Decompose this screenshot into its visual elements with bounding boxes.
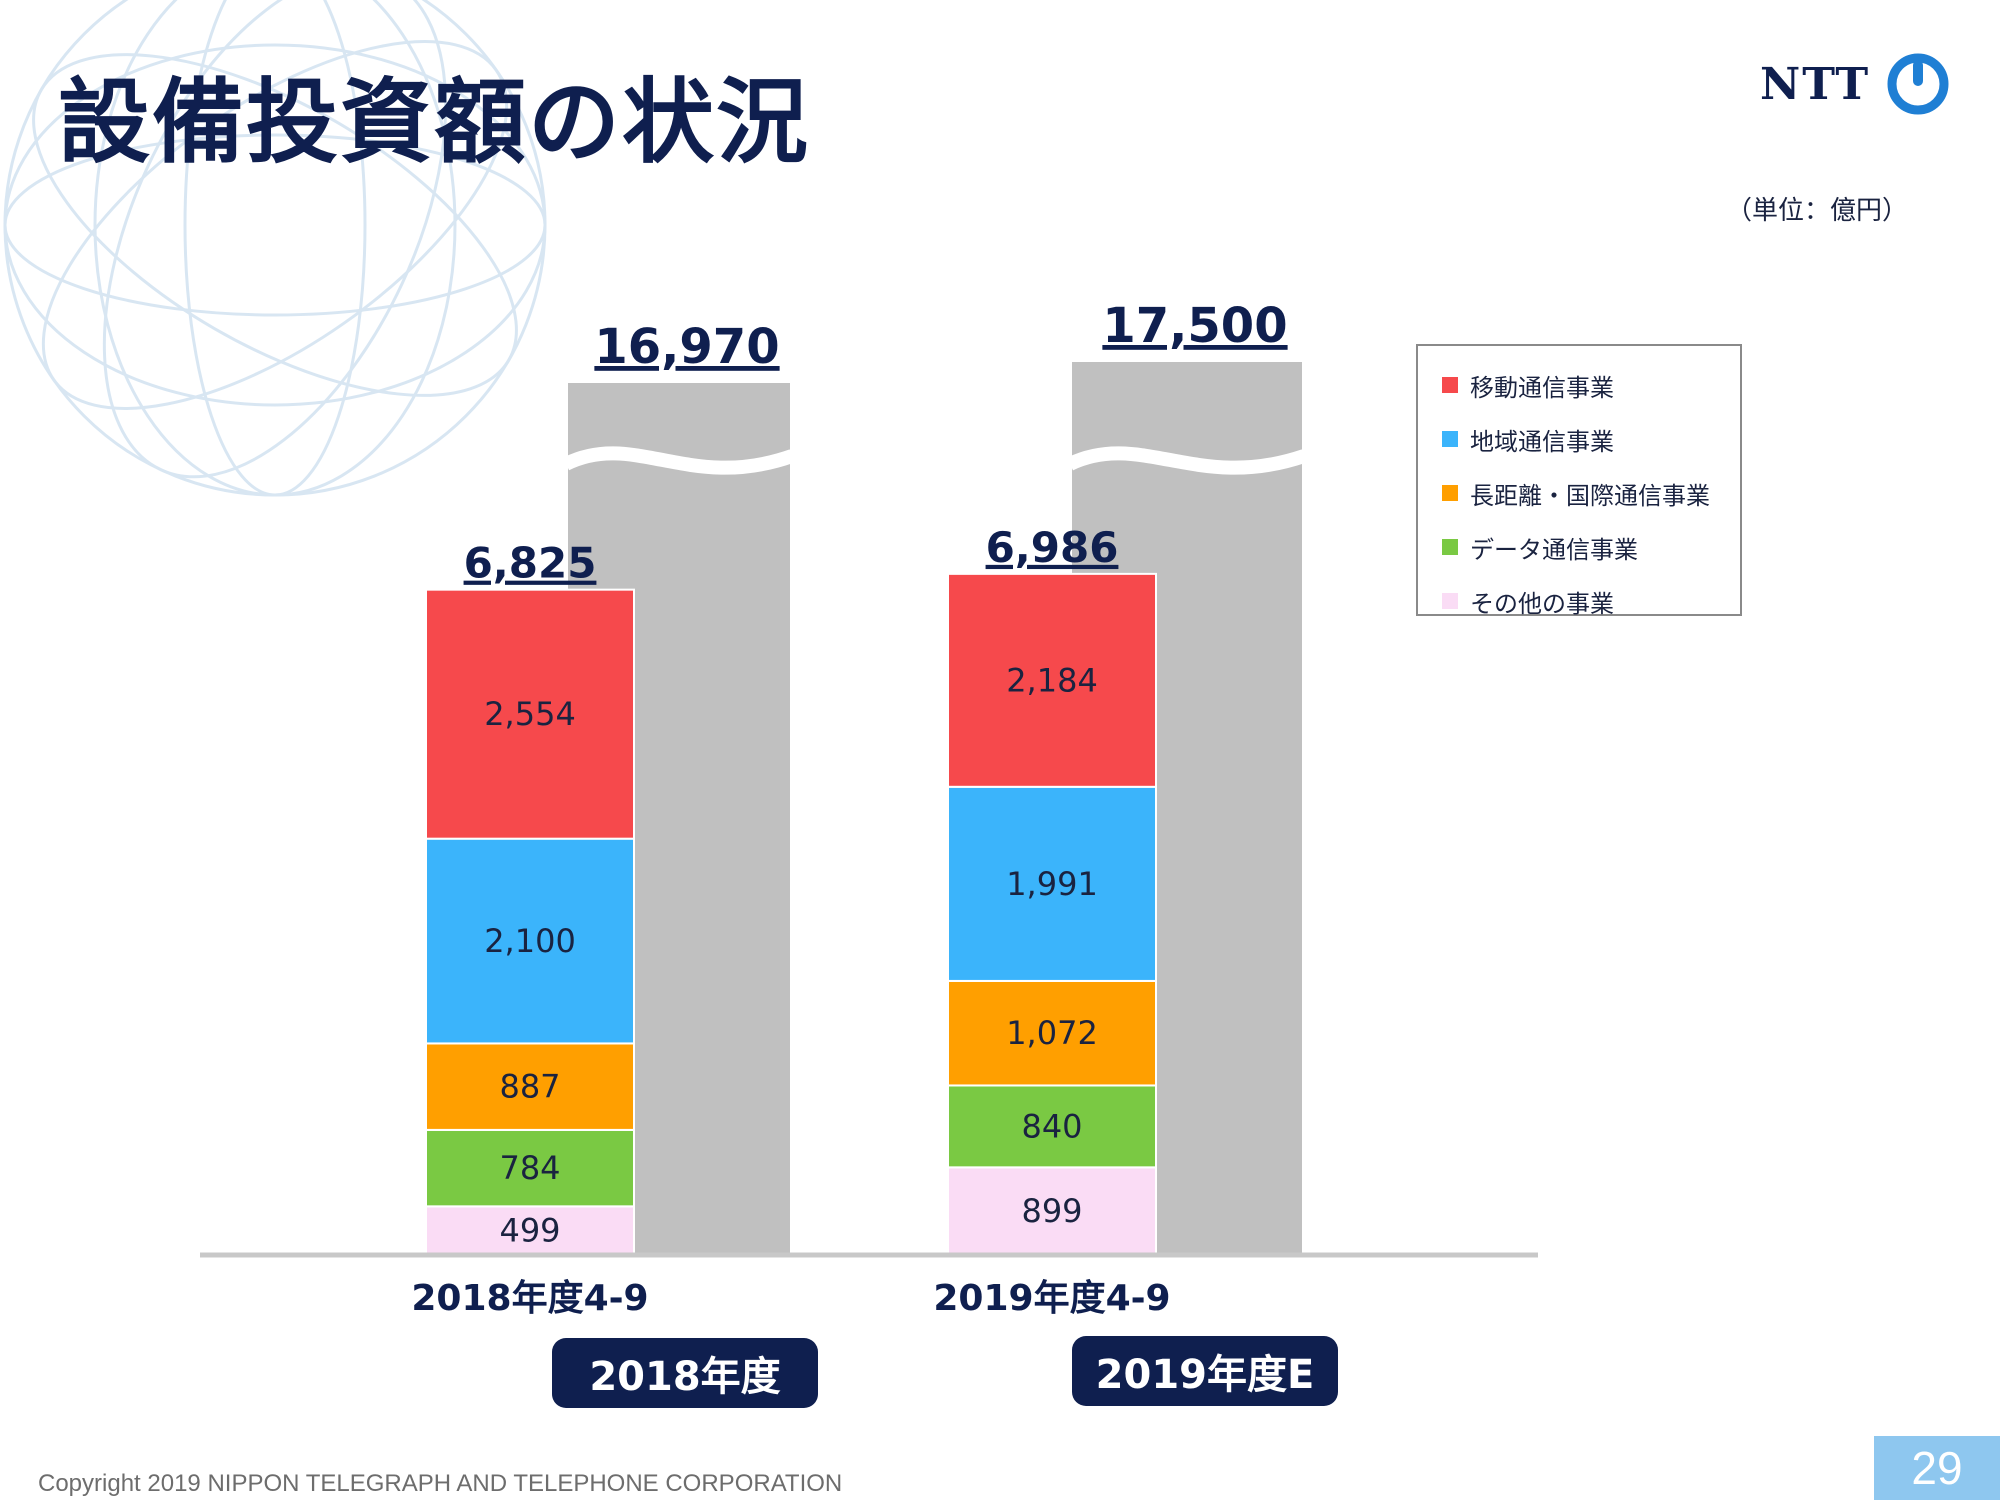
data-label-1-2: 784: [499, 1149, 560, 1187]
fy-total-label-1: 16,970: [594, 319, 779, 375]
x-tick-label-1: 2018年度4-9: [411, 1278, 648, 1319]
bar-segment-2-3: [947, 979, 1157, 1087]
legend-label: データ通信事業: [1470, 535, 1638, 564]
bar-segment-1-2: [425, 1128, 635, 1208]
ntt-logo: NTT: [1760, 52, 1950, 116]
data-label-2-2: 840: [1021, 1107, 1082, 1145]
data-label-2-1: 899: [1021, 1192, 1082, 1230]
legend-label: 長距離・国際通信事業: [1470, 481, 1710, 510]
bar-segment-2-4: [947, 785, 1157, 982]
data-label-1-3: 887: [499, 1068, 560, 1106]
legend-item: 地域通信事業: [1442, 412, 1740, 466]
legend-swatch: [1442, 431, 1458, 447]
bar-segment-1-4: [425, 837, 635, 1045]
legend-item: 移動通信事業: [1442, 358, 1740, 412]
legend-label: 地域通信事業: [1470, 427, 1614, 456]
data-label-1-4: 2,100: [484, 922, 576, 960]
data-label-1-5: 2,554: [484, 695, 576, 733]
fy2019e-badge: 2019年度E: [1072, 1336, 1338, 1406]
legend: 移動通信事業 地域通信事業長距離・国際通信事業 データ通信事業 その他の事業: [1416, 344, 1742, 618]
legend-item: 長距離・国際通信事業: [1442, 466, 1740, 520]
page-number: 29: [1874, 1436, 2000, 1500]
data-label-2-4: 1,991: [1006, 865, 1098, 903]
data-label-1-1: 499: [499, 1212, 560, 1250]
legend-swatch: [1442, 485, 1458, 501]
ntt-logo-icon: [1887, 53, 1949, 115]
page-title: 設備投資額の状況: [58, 69, 811, 176]
data-label-2-3: 1,072: [1006, 1014, 1098, 1052]
copyright-footer: Copyright 2019 NIPPON TELEGRAPH AND TELE…: [38, 1470, 843, 1497]
logo-text: NTT: [1760, 58, 1871, 110]
legend-swatch: [1442, 377, 1458, 393]
bar-segment-1-3: [425, 1042, 635, 1131]
legend-swatch: [1442, 539, 1458, 555]
legend-item: その他の事業: [1442, 574, 1740, 628]
axis-break-1: [562, 446, 795, 475]
bar-segment-2-2: [947, 1084, 1157, 1169]
bar-segment-2-1: [947, 1166, 1157, 1257]
globe-decoration: [3, 0, 547, 497]
legend-swatch: [1442, 593, 1458, 609]
axis-break-2: [1066, 446, 1307, 475]
legend-label: 移動通信事業: [1470, 373, 1614, 402]
legend-item: データ通信事業: [1442, 520, 1740, 574]
fy-total-label-2: 17,500: [1102, 298, 1287, 354]
total-label-1: 6,825: [464, 539, 597, 588]
total-label-2: 6,986: [986, 523, 1119, 572]
x-tick-label-2: 2019年度4-9: [933, 1278, 1170, 1319]
data-label-2-5: 2,184: [1006, 661, 1098, 699]
legend-label: その他の事業: [1470, 589, 1614, 618]
bar-segment-2-5: [947, 572, 1157, 788]
fy2018-badge: 2018年度: [552, 1338, 818, 1408]
unit-label: （単位：億円）: [1725, 196, 1908, 226]
bar-segment-1-5: [425, 588, 635, 840]
